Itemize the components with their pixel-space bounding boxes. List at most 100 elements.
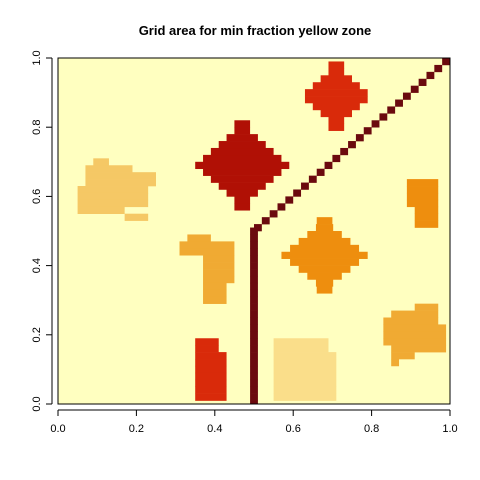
heatmap-cell-row: [234, 120, 251, 128]
heatmap-cell-row: [250, 317, 258, 325]
y-tick-label: 0.6: [31, 189, 43, 204]
heatmap-cell-row: [290, 244, 360, 253]
heatmap-cell-row: [298, 237, 351, 246]
heatmap-cell-row: [402, 92, 411, 100]
heatmap-cell-row: [124, 213, 149, 221]
heatmap-cell-row: [203, 275, 235, 284]
region-block-l-orange: [179, 234, 235, 304]
heatmap-cell-row: [387, 106, 396, 114]
heatmap-cell-row: [304, 89, 368, 97]
heatmap-cell-row: [414, 206, 439, 214]
heatmap-cell-row: [234, 203, 251, 211]
heatmap-cell-row: [195, 393, 227, 401]
heatmap-cell-row: [315, 279, 334, 287]
heatmap-cell-row: [273, 338, 329, 346]
heatmap-cell-row: [320, 75, 352, 83]
y-tick-label: 0.2: [31, 327, 43, 342]
heatmap-cell-row: [250, 296, 258, 304]
heatmap-cell-row: [234, 196, 251, 204]
heatmap-cell-row: [250, 275, 258, 284]
heatmap-cell-row: [250, 324, 258, 332]
region-diamond-dark-red: [195, 120, 290, 211]
heatmap-cell-row: [304, 96, 368, 104]
heatmap-cell-row: [290, 258, 360, 266]
heatmap-cell-row: [277, 203, 286, 211]
heatmap-cell-row: [250, 331, 258, 339]
y-tick-label: 0.0: [31, 396, 43, 411]
heatmap-cell-row: [226, 189, 258, 197]
heatmap-cell-row: [250, 359, 258, 367]
heatmap-cell-row: [312, 102, 360, 111]
heatmap-cell-row: [85, 179, 156, 187]
heatmap-cell-row: [308, 175, 317, 183]
heatmap-cell-row: [254, 224, 262, 232]
heatmap-cell-row: [210, 175, 274, 183]
heatmap-cell-row: [250, 345, 258, 353]
heatmap-cell-row: [307, 231, 342, 239]
heatmap-cell-row: [195, 161, 290, 170]
region-diamond-orange: [281, 217, 368, 294]
x-tick-label: 0.2: [129, 423, 144, 435]
heatmap-cell-row: [293, 189, 302, 197]
heatmap-cell-row: [406, 179, 439, 187]
heatmap-cell-row: [316, 168, 325, 176]
heatmap-cell-row: [179, 248, 235, 256]
heatmap-cell-row: [195, 379, 227, 387]
x-tick-label: 0.6: [286, 423, 301, 435]
heatmap-cell-row: [414, 220, 439, 228]
x-tick-label: 0.8: [364, 423, 379, 435]
heatmap-cell-row: [391, 310, 439, 318]
heatmap-cell-row: [414, 303, 439, 311]
y-tick-label: 1.0: [31, 50, 43, 65]
region-diagonal-line: [254, 58, 450, 232]
heatmap-cell-row: [195, 359, 227, 367]
heatmap-cell-row: [250, 269, 258, 277]
heatmap-cell-row: [203, 154, 282, 163]
heatmap-cell-row: [250, 255, 258, 263]
heatmap-cell-row: [195, 345, 219, 353]
y-axis: 0.0 0.2 0.4 0.6 0.8 1.0: [31, 50, 53, 412]
heatmap-cell-row: [210, 147, 274, 156]
heatmap-cell-row: [391, 345, 447, 353]
heatmap-cell-row: [379, 113, 388, 121]
regions-layer: [77, 58, 450, 405]
heatmap-cell-row: [340, 147, 349, 156]
heatmap-cell-row: [355, 134, 364, 142]
heatmap-cell-row: [250, 393, 258, 401]
heatmap-cell-row: [391, 352, 415, 360]
region-block-orange-right: [406, 179, 439, 228]
heatmap-cell-row: [320, 109, 352, 118]
region-blob-upper-left: [77, 158, 156, 221]
heatmap-cell-row: [281, 251, 368, 259]
heatmap-cell-row: [195, 365, 227, 374]
heatmap-cell-row: [203, 269, 235, 277]
heatmap-cell-row: [250, 352, 258, 360]
heatmap-cell-row: [273, 379, 337, 387]
region-diamond-red-top: [304, 61, 368, 131]
heatmap-cell-row: [383, 338, 447, 346]
heatmap-cell-row: [77, 206, 125, 214]
heatmap-cell-row: [328, 68, 345, 76]
heatmap-cell-row: [203, 262, 235, 270]
region-vertical-line: [250, 227, 258, 405]
heatmap-cell-row: [234, 127, 251, 135]
heatmap-cell-row: [301, 182, 309, 190]
heatmap-cell-row: [85, 172, 156, 180]
heatmap-cell-row: [273, 365, 337, 374]
heatmap-cell-row: [434, 64, 443, 73]
heatmap-cell-row: [250, 372, 258, 381]
heatmap-cell-row: [324, 161, 333, 170]
heatmap-cell-row: [332, 154, 341, 163]
heatmap-cell-row: [250, 303, 258, 311]
heatmap-cell-row: [195, 338, 219, 346]
heatmap-cell-row: [312, 82, 360, 90]
heatmap-cell-row: [218, 182, 266, 190]
heatmap-cell-row: [77, 192, 149, 201]
heatmap-cell-row: [187, 234, 211, 242]
heatmap-cell-row: [179, 241, 235, 249]
region-blob-lower-right: [383, 303, 447, 367]
heatmap-cell-row: [250, 400, 258, 405]
heatmap-cell-row: [93, 158, 109, 166]
heatmap-cell-row: [442, 58, 450, 66]
x-tick-label: 0.0: [50, 423, 65, 435]
